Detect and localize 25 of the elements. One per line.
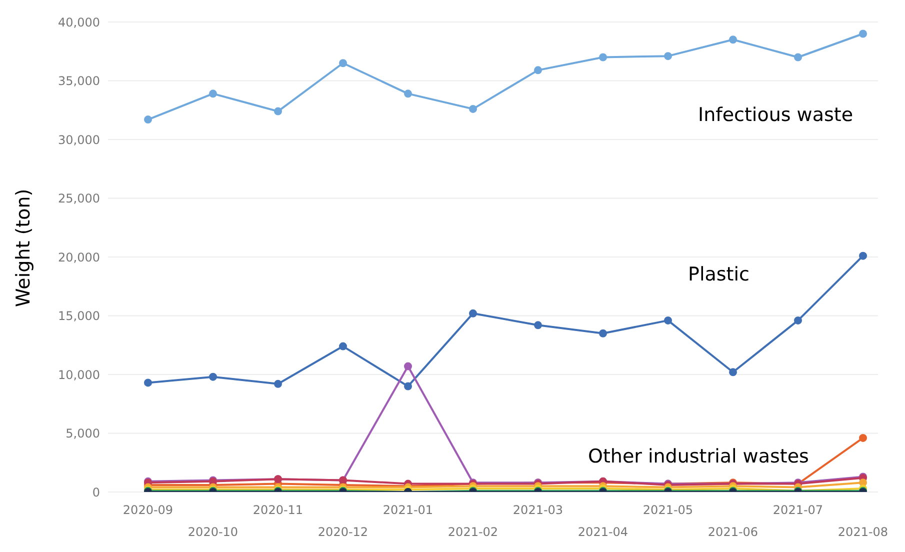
y-tick-label: 40,000 bbox=[58, 15, 100, 30]
y-axis-title: Weight (ton) bbox=[12, 188, 35, 307]
x-tick-label: 2020-10 bbox=[188, 525, 238, 539]
x-tick-label: 2020-11 bbox=[252, 503, 304, 517]
series-label: Plastic bbox=[688, 263, 750, 286]
y-tick-label: 5,000 bbox=[66, 426, 100, 441]
x-tick-label: 2021-06 bbox=[708, 525, 758, 539]
series-label: Other industrial wastes bbox=[588, 446, 809, 468]
x-tick-label: 2021-05 bbox=[642, 503, 694, 517]
x-tick-label: 2021-04 bbox=[578, 525, 628, 539]
y-tick-label: 0 bbox=[92, 485, 100, 500]
x-tick-label: 2020-12 bbox=[318, 525, 368, 539]
text: Infectious waste bbox=[698, 104, 854, 126]
x-tick-label: 2020-09 bbox=[122, 503, 174, 517]
x-tick-label: 2021-07 bbox=[772, 503, 824, 517]
y-tick-label: 30,000 bbox=[58, 132, 100, 147]
x-tick-label: 2021-01 bbox=[382, 503, 434, 517]
x-tick-label: 2021-02 bbox=[448, 525, 498, 539]
y-tick-label: 10,000 bbox=[58, 368, 100, 382]
y-tick-label: 15,000 bbox=[58, 309, 100, 324]
x-tick-label: 2021-08 bbox=[838, 525, 888, 539]
y-tick-label: 25,000 bbox=[58, 192, 100, 206]
y-tick-label: 35,000 bbox=[58, 74, 100, 88]
y-tick-label: 20,000 bbox=[58, 250, 100, 264]
x-tick-label: 2021-03 bbox=[512, 503, 564, 517]
